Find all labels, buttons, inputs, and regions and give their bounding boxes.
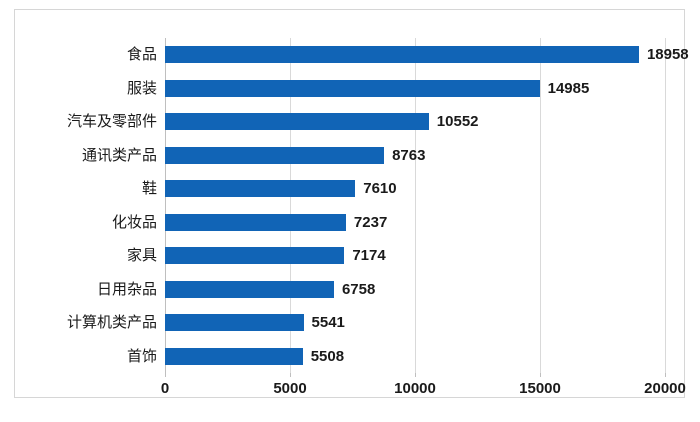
bar-5 [165,180,356,198]
value-label: 7237 [353,213,388,231]
axis-tick [415,373,416,377]
category-axis-labels: 食品服装汽车及零部件通讯类产品鞋化妆品家具日用杂品计算机类产品首饰 [15,38,157,373]
bar-10 [165,347,303,365]
axis-tick [540,373,541,377]
value-label: 7610 [363,180,397,197]
gridline-x-5000 [290,38,291,373]
axis-tick [290,373,291,377]
bar-2 [165,79,540,97]
bar-9 [165,314,304,332]
x-axis-tick-label: 15000 [519,380,561,397]
category-label: 日用杂品 [96,280,157,298]
category-axis-line [165,38,166,377]
chart-frame: 18958 14985 10552 8763 7610 7237 7174 6758 5541 5… [14,9,689,400]
x-axis-tick-label: 0 [160,380,170,397]
bar-3 [165,113,429,131]
bar-6 [165,213,346,231]
gridline-x-20000 [665,38,666,373]
category-label: 汽车及零部件 [66,113,157,130]
bar-1 [165,46,639,64]
value-label: 7174 [352,247,386,264]
axis-tick [165,373,166,377]
plot-area: 18958 14985 10552 8763 7610 7237 7174 6758 5541 5… [165,38,689,373]
x-axis-tick-label: 5000 [273,380,307,397]
bar-7 [165,247,345,265]
bar-8 [165,280,334,298]
category-label: 食品 [126,46,157,63]
category-label: 首饰 [126,347,157,365]
category-label: 服装 [126,79,157,97]
value-label: 14985 [547,79,590,97]
category-label: 家具 [126,247,157,264]
value-label: 18958 [646,46,689,63]
gridline-x-10000 [415,38,416,373]
value-label: 10552 [436,113,479,130]
value-label: 5508 [310,347,345,365]
value-label: 6758 [341,280,376,298]
category-label: 鞋 [141,180,157,197]
gridline-x-15000 [540,38,541,373]
bar-4 [165,146,385,164]
x-axis-tick-label: 20000 [644,380,686,397]
x-axis-tick-label: 10000 [394,380,436,397]
value-label: 5541 [311,314,345,331]
category-label: 计算机类产品 [66,314,157,331]
value-axis-labels: 0 5000 10000 15000 20000 [15,380,686,400]
axis-tick [665,373,666,377]
value-label: 8763 [392,146,426,164]
category-label: 通讯类产品 [81,146,157,164]
category-label: 化妆品 [111,213,157,231]
